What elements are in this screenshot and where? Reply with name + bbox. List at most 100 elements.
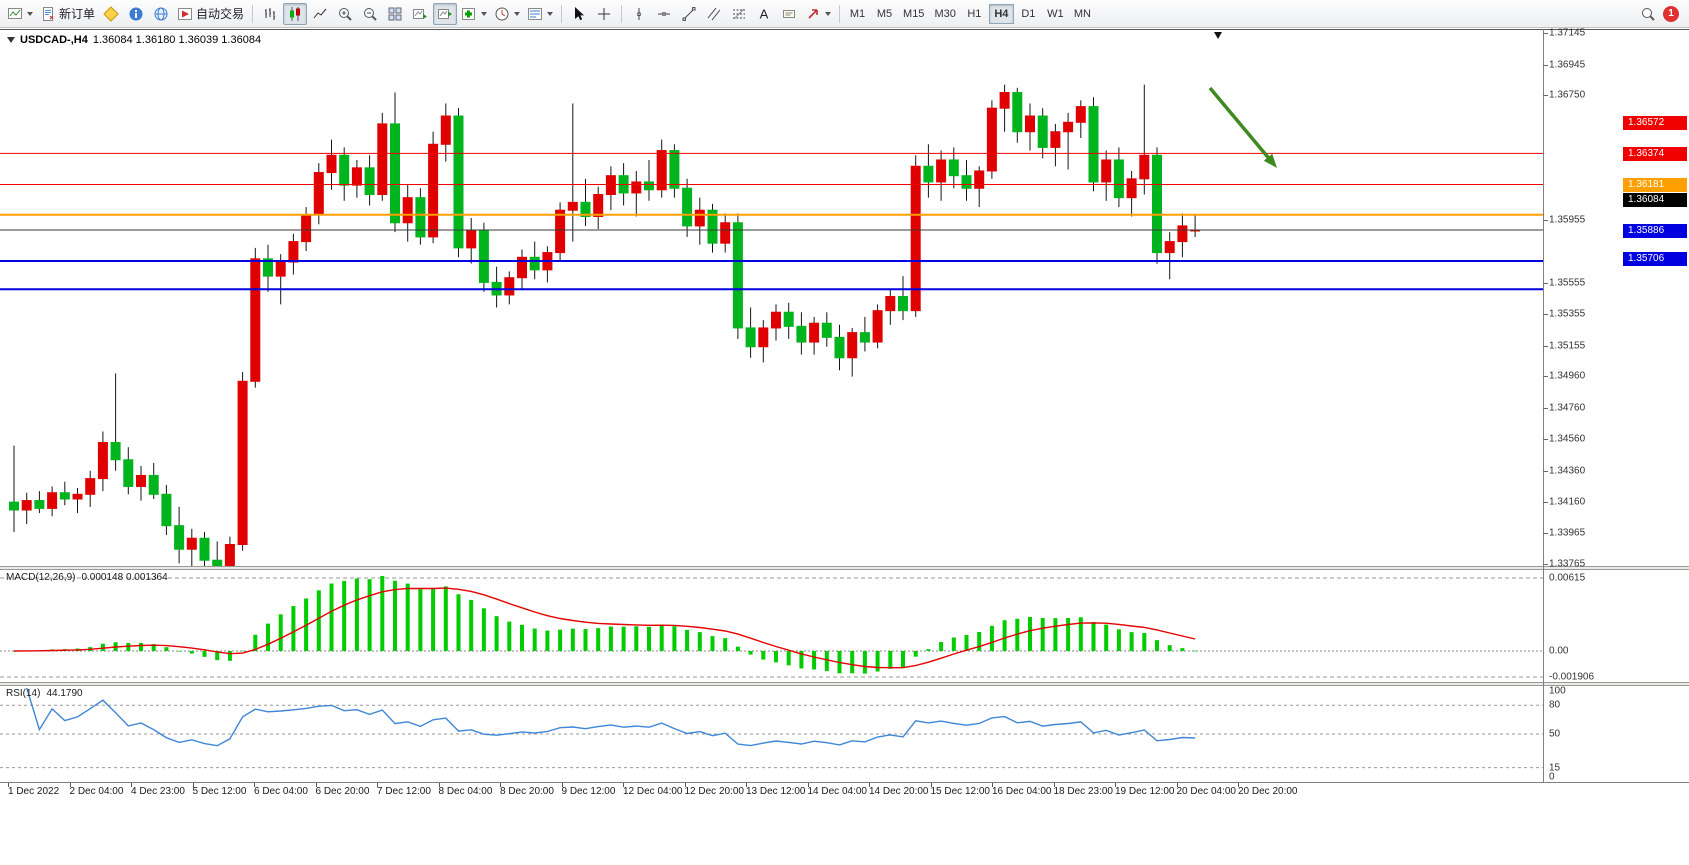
price-line-tag[interactable]: 1.35706 [1623, 252, 1687, 267]
candle-body [961, 175, 972, 189]
macd-histogram-bar [520, 624, 524, 651]
timeframe-h1[interactable]: H1 [962, 4, 987, 24]
macd-histogram-bar [951, 637, 956, 651]
candle-body [974, 170, 985, 189]
candle-body [783, 311, 794, 327]
dropdown-caret-icon [825, 11, 832, 16]
price-axis-tick [1543, 532, 1548, 534]
price-chart-plot[interactable] [0, 30, 1689, 566]
candle-body [199, 537, 210, 561]
trendline-icon [682, 6, 696, 21]
arrow-annotation[interactable] [1208, 86, 1272, 162]
macd-histogram-bar [647, 626, 651, 651]
price-line-tag[interactable]: 1.36181 [1623, 177, 1687, 192]
auto-scroll-button[interactable] [408, 3, 432, 25]
data-window-button[interactable] [124, 3, 148, 25]
new-chart-button[interactable] [4, 3, 36, 25]
line-chart-button[interactable] [308, 3, 332, 25]
new-order-button[interactable]: 新订单 [37, 3, 98, 25]
channel-button[interactable] [702, 3, 726, 25]
rsi-indicator-label: RSI(14) 44.1790 [6, 688, 83, 699]
text-label-button[interactable] [777, 3, 801, 25]
zoom-in-button[interactable] [333, 3, 357, 25]
macd-histogram-bar [1091, 621, 1096, 651]
candle-body [161, 493, 172, 527]
candle-body [1164, 241, 1175, 254]
candlestick-chart-icon [290, 6, 301, 21]
one-click-arrow-icon[interactable] [7, 37, 15, 43]
candle-body [351, 167, 362, 186]
templates-button[interactable] [524, 3, 556, 25]
candle-body [9, 501, 19, 511]
candlestick-chart-button[interactable] [283, 2, 308, 25]
text-button[interactable]: A [752, 3, 776, 25]
time-axis-tick [1176, 783, 1178, 787]
arrows-button[interactable] [802, 3, 834, 25]
timeframe-h4[interactable]: H4 [988, 3, 1014, 24]
notification-count: 1 [1668, 8, 1674, 19]
crosshair-button[interactable] [592, 3, 616, 25]
time-axis-label: 20 Dec 20:00 [1238, 786, 1298, 797]
chart-shift-button[interactable] [433, 2, 458, 25]
time-axis-tick [8, 783, 9, 787]
periods-button[interactable] [491, 3, 523, 25]
timeframe-w1[interactable]: W1 [1043, 4, 1068, 24]
time-axis-label: 16 Dec 04:00 [992, 786, 1052, 797]
trendline-button[interactable] [677, 3, 701, 25]
notification-badge[interactable]: 1 [1663, 5, 1679, 22]
vertical-line-button[interactable] [627, 3, 651, 25]
timeframe-d1[interactable]: D1 [1016, 4, 1041, 24]
timeframe-mn[interactable]: MN [1070, 4, 1095, 24]
macd-histogram-bar [901, 651, 905, 668]
candle-body [186, 537, 197, 550]
macd-histogram-bar [405, 583, 410, 651]
autotrading-button[interactable]: 自动交易 [174, 3, 247, 25]
tile-windows-button[interactable] [383, 3, 407, 25]
price-line-tag[interactable]: 1.36374 [1623, 147, 1687, 162]
chart-shift-marker-icon[interactable] [1214, 32, 1222, 39]
macd-histogram-bar [545, 630, 550, 651]
panel-splitter[interactable] [0, 682, 1689, 686]
panel-splitter[interactable] [0, 566, 1689, 570]
candle-body [555, 209, 566, 254]
indicators-button[interactable] [458, 3, 490, 25]
chart-header: USDCAD-,H4 1.36084 1.36180 1.36039 1.360… [7, 34, 261, 46]
cursor-button[interactable] [567, 3, 591, 25]
price-line-tag[interactable]: 1.35886 [1623, 224, 1687, 239]
time-axis-tick [192, 783, 194, 787]
horizontal-line-button[interactable] [652, 3, 676, 25]
search-button[interactable] [1636, 3, 1660, 25]
rsi-panel[interactable] [0, 686, 1689, 782]
candle-body [999, 91, 1010, 109]
arrow-annotation-head[interactable] [1263, 153, 1277, 168]
timeframe-m1[interactable]: M1 [845, 4, 870, 24]
price-line-tag[interactable]: 1.36572 [1623, 116, 1687, 131]
price-axis-label: 1.35355 [1549, 308, 1586, 320]
price-axis-tick [1543, 314, 1548, 316]
candle-body [898, 296, 908, 312]
price-axis-label: 1.35955 [1549, 214, 1586, 226]
timeframe-m30[interactable]: M30 [930, 4, 959, 24]
bar-chart-button[interactable] [258, 3, 282, 25]
candle-body [732, 222, 743, 329]
rsi-axis-label: 100 [1549, 685, 1566, 697]
timeframe-m5[interactable]: M5 [872, 4, 897, 24]
macd-histogram-bar [888, 651, 893, 669]
fibonacci-button[interactable] [727, 3, 751, 25]
timeframe-m15[interactable]: M15 [899, 4, 928, 24]
macd-histogram-bar [621, 626, 626, 651]
metaeditor-button[interactable] [99, 3, 123, 25]
macd-histogram-bar [240, 650, 245, 652]
candle-body [1075, 106, 1086, 123]
candle-body [402, 197, 413, 224]
candle-body [1139, 154, 1150, 180]
community-button[interactable] [149, 3, 173, 25]
macd-histogram-bar [100, 643, 105, 651]
price-scale-border[interactable] [1543, 29, 1544, 783]
time-axis-tick [807, 783, 809, 787]
macd-panel[interactable] [0, 570, 1689, 682]
zoom-out-button[interactable] [358, 3, 382, 25]
macd-histogram-bar [291, 606, 296, 651]
candle-body [364, 167, 375, 196]
